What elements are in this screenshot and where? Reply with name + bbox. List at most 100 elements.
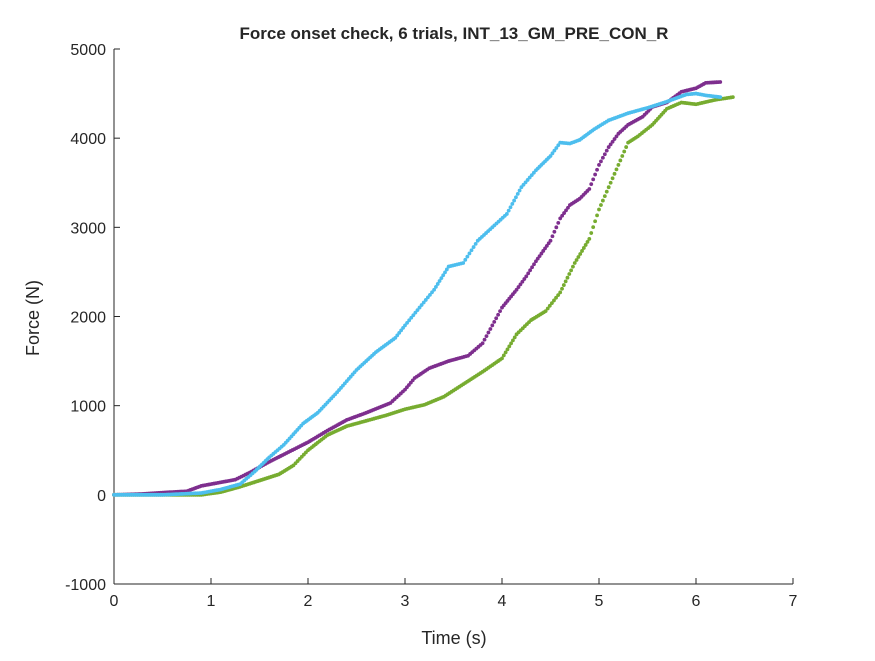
data-point (463, 257, 468, 262)
data-point (520, 279, 525, 284)
data-point (563, 279, 568, 284)
data-point (419, 303, 424, 307)
data-point (510, 202, 515, 206)
data-point (550, 234, 555, 239)
y-tick-label: 1000 (70, 399, 106, 416)
data-point (610, 139, 615, 144)
data-point (612, 137, 617, 141)
data-point (528, 268, 533, 273)
data-point (516, 285, 521, 289)
data-point (522, 277, 527, 281)
y-axis-label: Force (N) (23, 280, 43, 356)
data-point (578, 252, 583, 256)
data-point (572, 261, 577, 265)
data-point (484, 334, 489, 339)
y-tick-label: 5000 (70, 42, 106, 59)
data-point (405, 320, 409, 325)
data-point (494, 316, 499, 321)
data-point (430, 290, 434, 295)
data-point (545, 306, 550, 311)
data-point (469, 248, 474, 253)
data-point (512, 198, 517, 203)
data-point (471, 245, 476, 249)
data-point (589, 231, 594, 235)
data-point (514, 287, 519, 292)
data-point (608, 180, 613, 185)
x-tick-label: 3 (401, 593, 410, 610)
y-tick-label: 4000 (70, 131, 106, 148)
data-point (597, 207, 601, 212)
data-point (498, 309, 502, 314)
data-point (526, 271, 531, 276)
data-point (506, 208, 511, 213)
data-point (558, 216, 563, 221)
data-point (432, 287, 436, 292)
data-point (435, 282, 440, 286)
data-point (562, 211, 566, 215)
y-tick-label: 2000 (70, 310, 106, 327)
data-point (473, 241, 478, 246)
x-axis-label: Time (s) (421, 628, 486, 648)
data-point (565, 275, 570, 280)
data-point (409, 315, 414, 320)
data-point (550, 151, 555, 156)
y-tick-label: 3000 (70, 220, 106, 237)
data-point (561, 283, 566, 287)
data-point (500, 356, 504, 361)
data-point (718, 80, 723, 84)
data-point (508, 205, 513, 210)
data-point (517, 188, 522, 193)
data-point (552, 298, 556, 303)
data-point (467, 251, 472, 256)
data-point (509, 341, 513, 346)
data-point (597, 163, 601, 167)
data-point (554, 225, 559, 230)
data-point (504, 212, 509, 216)
data-point (571, 264, 575, 269)
data-point (595, 167, 599, 172)
data-point (496, 312, 501, 317)
y-tick-label: 0 (97, 488, 106, 505)
data-point (556, 293, 561, 297)
data-point (425, 295, 430, 300)
data-point (548, 154, 553, 158)
data-point (547, 303, 552, 308)
data-point (492, 319, 497, 324)
data-point (569, 268, 574, 273)
data-point (549, 301, 554, 306)
x-tick-label: 7 (789, 593, 798, 610)
data-point (589, 182, 594, 187)
data-point (608, 142, 613, 147)
data-point (417, 305, 422, 310)
x-tick-label: 2 (304, 593, 313, 610)
data-point (444, 267, 449, 272)
data-point (622, 149, 627, 154)
data-point (718, 95, 723, 100)
data-point (507, 344, 512, 349)
data-point (461, 261, 466, 265)
data-point (614, 134, 619, 139)
x-tick-label: 1 (207, 593, 216, 610)
data-point (554, 146, 559, 150)
data-point (604, 148, 609, 153)
data-point (558, 290, 563, 295)
chart-title: Force onset check, 6 trials, INT_13_GM_P… (240, 24, 669, 43)
data-point (552, 229, 557, 234)
data-point (524, 274, 529, 279)
data-point (554, 295, 558, 300)
data-point (515, 192, 520, 196)
data-point (600, 155, 605, 160)
data-point (488, 327, 493, 331)
data-point (599, 203, 603, 207)
data-point (566, 205, 570, 210)
data-point (480, 341, 485, 346)
data-point (518, 282, 523, 287)
y-tick-label: -1000 (65, 577, 106, 594)
data-point (501, 353, 506, 358)
data-series-2 (112, 95, 735, 497)
data-point (564, 208, 568, 213)
x-tick-label: 0 (110, 593, 119, 610)
